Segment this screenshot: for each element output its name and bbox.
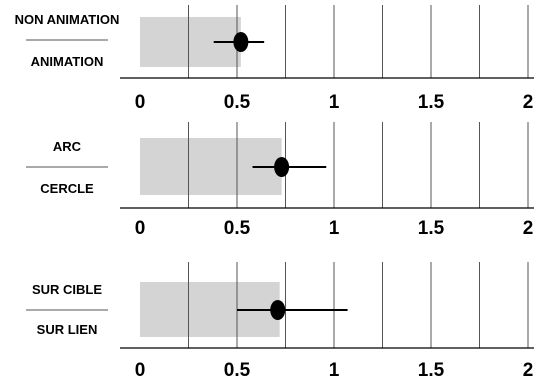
tick-label: 0.5: [224, 92, 251, 113]
tick-label: 1: [329, 360, 340, 381]
tick-label: 0: [135, 218, 146, 239]
tick-label: 0.5: [224, 360, 251, 381]
tick-label: 1: [329, 218, 340, 239]
tick-label: 0: [135, 360, 146, 381]
data-point: [270, 300, 286, 320]
tick-label: 0.5: [224, 218, 251, 239]
category-label-bottom: ANIMATION: [31, 54, 104, 69]
tick-label: 1.5: [418, 218, 445, 239]
category-label-bottom: SUR LIEN: [37, 322, 98, 337]
category-label-top: SUR CIBLE: [32, 282, 102, 297]
tick-label: 0: [135, 92, 146, 113]
tick-label: 1.5: [418, 360, 445, 381]
category-label-top: NON ANIMATION: [15, 12, 120, 27]
tick-label: 2: [523, 360, 534, 381]
category-label-bottom: CERCLE: [40, 181, 94, 196]
tick-label: 2: [523, 218, 534, 239]
data-point: [274, 157, 290, 177]
category-label-top: ARC: [53, 139, 82, 154]
data-point: [233, 32, 249, 52]
tick-label: 1.5: [418, 92, 445, 113]
tick-label: 2: [523, 92, 534, 113]
tick-label: 1: [329, 92, 340, 113]
